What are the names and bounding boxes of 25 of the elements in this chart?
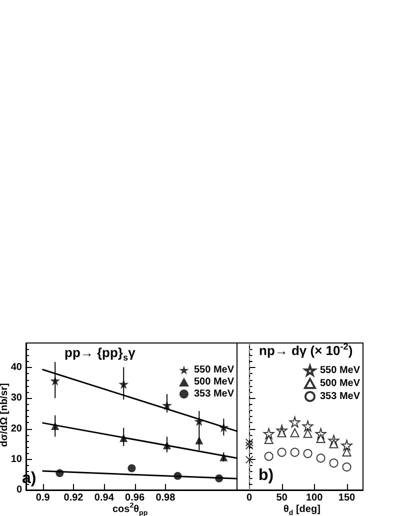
y-tick-label: 40	[10, 362, 22, 373]
legend-label: 353 MeV	[194, 388, 234, 400]
chart-title: np→ dγ (× 10$^{-2}$)	[259, 341, 353, 358]
legend-label: 550 MeV	[320, 365, 360, 376]
y-axis-title: dσ/dΩ [nb/sr]	[0, 383, 10, 447]
x-tick-label: 150	[338, 492, 356, 504]
y-tick-label: 10	[10, 454, 22, 465]
x-tick-label: 0.9	[36, 492, 50, 504]
x-tick-label: 0	[246, 492, 253, 504]
y-tick-label: 20	[10, 423, 22, 434]
x-tick-label: 0.94	[94, 492, 114, 504]
x-tick-label: 0.92	[64, 492, 84, 504]
y-tick-label: 30	[10, 392, 22, 404]
annotation: b)	[258, 467, 274, 484]
x-tick-label: 50	[276, 492, 288, 504]
legend-label: 500 MeV	[320, 378, 360, 389]
legend-label: 500 MeV	[194, 376, 234, 388]
legend-label: 353 MeV	[320, 391, 360, 402]
x-tick-label: 0.96	[125, 492, 145, 504]
y-tick-label: 0	[16, 484, 22, 496]
x-axis-title: θ$_{d}$ [deg]	[284, 504, 320, 516]
x-tick-label: 100	[306, 492, 324, 504]
legend-label: 550 MeV	[194, 364, 234, 376]
chart-title: pp→ {pp}$_{s}$γ	[64, 344, 136, 362]
x-tick-label: 0.98	[156, 492, 176, 504]
